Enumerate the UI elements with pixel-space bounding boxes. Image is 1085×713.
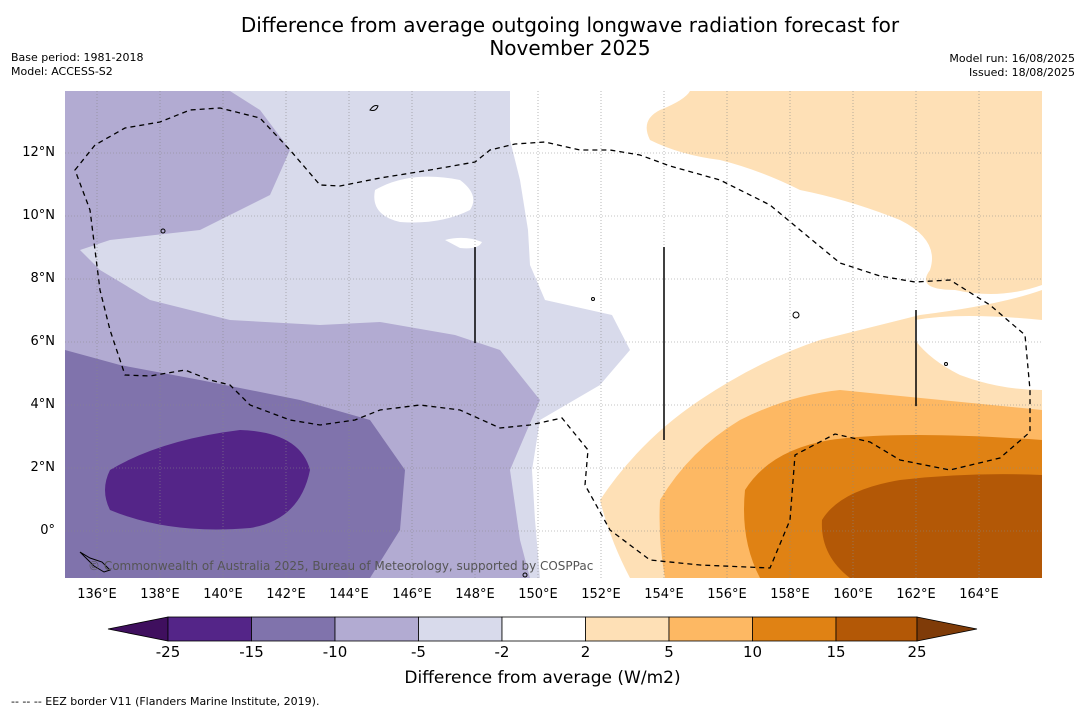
lat-label-2n: 2°N [30,460,56,475]
model-name: Model: ACCESS-S2 [11,65,113,78]
meta-left: Base period: 1981-2018 Model: ACCESS-S2 [11,51,143,79]
colorbar-tick-minus2: -2 [494,643,510,661]
chart-title: Difference from average outgoing longwav… [0,14,1085,60]
colorbar-tick-2: 2 [580,643,591,661]
lon-label-164e: 164°E [959,587,999,602]
band-15-25 [821,474,1042,578]
colorbar-tick-minus15: -15 [239,643,264,661]
colorbar-tick-10: 10 [742,643,763,661]
gridlines [65,91,1042,578]
colorbar-bin-3 [334,616,419,642]
meta-right: Model run: 16/08/2025 Issued: 18/08/2025 [949,52,1075,80]
issued-date: Issued: 18/08/2025 [968,66,1075,79]
copyright-notice: © Commonwealth of Australia 2025, Bureau… [88,559,594,573]
lat-label-8n: 8°N [30,271,56,286]
colorbar-tick-5: 5 [664,643,674,661]
model-run: Model run: 16/08/2025 [949,52,1075,65]
anomaly-field [65,91,1042,578]
eez-border [74,107,1031,569]
colorbar-bin-5 [501,616,586,642]
lat-label-12n: 12°N [22,145,55,160]
lat-label-10n: 10°N [22,208,55,223]
band-minus25-minus15 [105,430,310,530]
lon-label-140e: 140°E [203,587,243,602]
lon-label-146e: 146°E [392,587,432,602]
colorbar-extend-low [107,616,169,642]
colorbar-bin-7 [668,616,753,642]
lon-label-152e: 152°E [581,587,621,602]
lat-label-6n: 6°N [30,334,56,349]
colorbar-bin-1 [167,616,252,642]
colorbar [107,616,978,642]
colorbar-tick-minus5: -5 [411,643,426,661]
lon-label-142e: 142°E [266,587,306,602]
colorbar-tick-25: 25 [907,643,927,661]
colorbar-tick-15: 15 [826,643,846,661]
colorbar-title: Difference from average (W/m2) [404,668,681,688]
title-line-2: November 2025 [489,36,651,60]
lon-label-144e: 144°E [329,587,369,602]
lon-label-154e: 154°E [644,587,684,602]
lon-label-156e: 156°E [707,587,747,602]
colorbar-tick-minus10: -10 [322,643,348,661]
title-line-1: Difference from average outgoing longwav… [240,13,900,37]
colorbar-bin-2 [251,616,336,642]
lon-label-160e: 160°E [833,587,873,602]
base-period: Base period: 1981-2018 [11,51,144,64]
colorbar-tick-minus25: -25 [155,643,181,661]
footnote-eez: -- -- -- EEZ border V11 (Flanders Marine… [11,695,320,708]
lon-label-138e: 138°E [140,587,180,602]
colorbar-bin-9 [835,616,918,642]
lat-label-4n: 4°N [30,397,56,412]
eez-segments [474,247,917,440]
lon-label-162e: 162°E [896,587,936,602]
band-neutral-hole [374,176,474,223]
band-neutral-east [915,316,1042,390]
band-neutral-hole-2 [445,237,482,249]
colorbar-bin-8 [752,616,837,642]
lon-label-150e: 150°E [518,587,558,602]
lon-label-136e: 136°E [77,587,117,602]
lon-label-148e: 148°E [455,587,495,602]
lat-label-0: 0° [40,523,55,538]
islands [79,105,948,578]
lon-label-158e: 158°E [770,587,810,602]
colorbar-bin-4 [418,616,503,642]
colorbar-bin-6 [585,616,670,642]
band-2-5-north [646,91,1042,294]
colorbar-extend-high [916,616,978,642]
